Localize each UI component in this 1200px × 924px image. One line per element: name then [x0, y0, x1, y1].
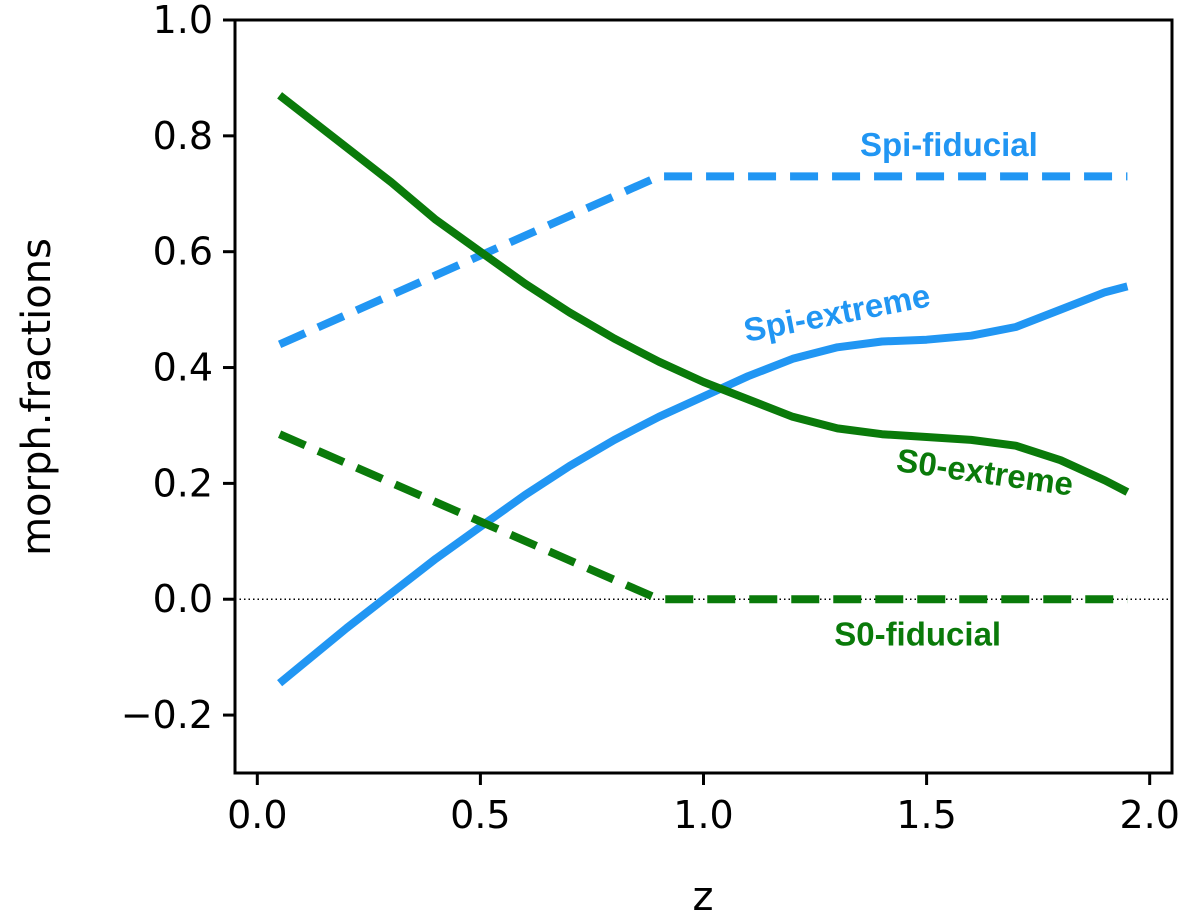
- series-line-spi-fiducial: [277, 172, 1128, 349]
- y-axis-title: morph.fractions: [14, 238, 60, 556]
- x-tick-label: 0.0: [227, 793, 287, 837]
- plot-area: Spi-fiducialSpi-extremeS0-extremeS0-fidu…: [235, 92, 1172, 687]
- y-tick-label: 0.4: [153, 346, 213, 390]
- y-tick-label: 0.2: [153, 461, 213, 505]
- x-tick-label: 2.0: [1119, 793, 1179, 837]
- x-tick-label: 1.0: [673, 793, 733, 837]
- y-tick-label: 1.0: [153, 0, 213, 42]
- curve-label-spi-fiducial: Spi-fiducial: [860, 126, 1038, 163]
- axis-ticks: 0.0 0.5 1.0 1.5 2.0 −0.2 0.0 0.2 0.4 0.6 0.8 1.0: [121, 0, 1180, 837]
- series-line-spi-extreme: [277, 282, 1129, 687]
- x-axis-title: z: [693, 874, 714, 920]
- x-tick-label: 1.5: [896, 793, 956, 837]
- curve-label-s0-fiducial: S0-fiducial: [834, 616, 1001, 653]
- series-line-s0-extreme: [277, 92, 1130, 496]
- y-tick-label: 0.6: [153, 230, 213, 274]
- y-tick-label: 0.8: [153, 114, 213, 158]
- x-tick-label: 0.5: [450, 793, 510, 837]
- series-line-s0-fiducial: [278, 430, 1128, 604]
- y-tick-label: 0.0: [153, 577, 213, 621]
- curve-label-s0-extreme: S0-extreme: [894, 441, 1075, 502]
- y-tick-label: −0.2: [121, 693, 213, 737]
